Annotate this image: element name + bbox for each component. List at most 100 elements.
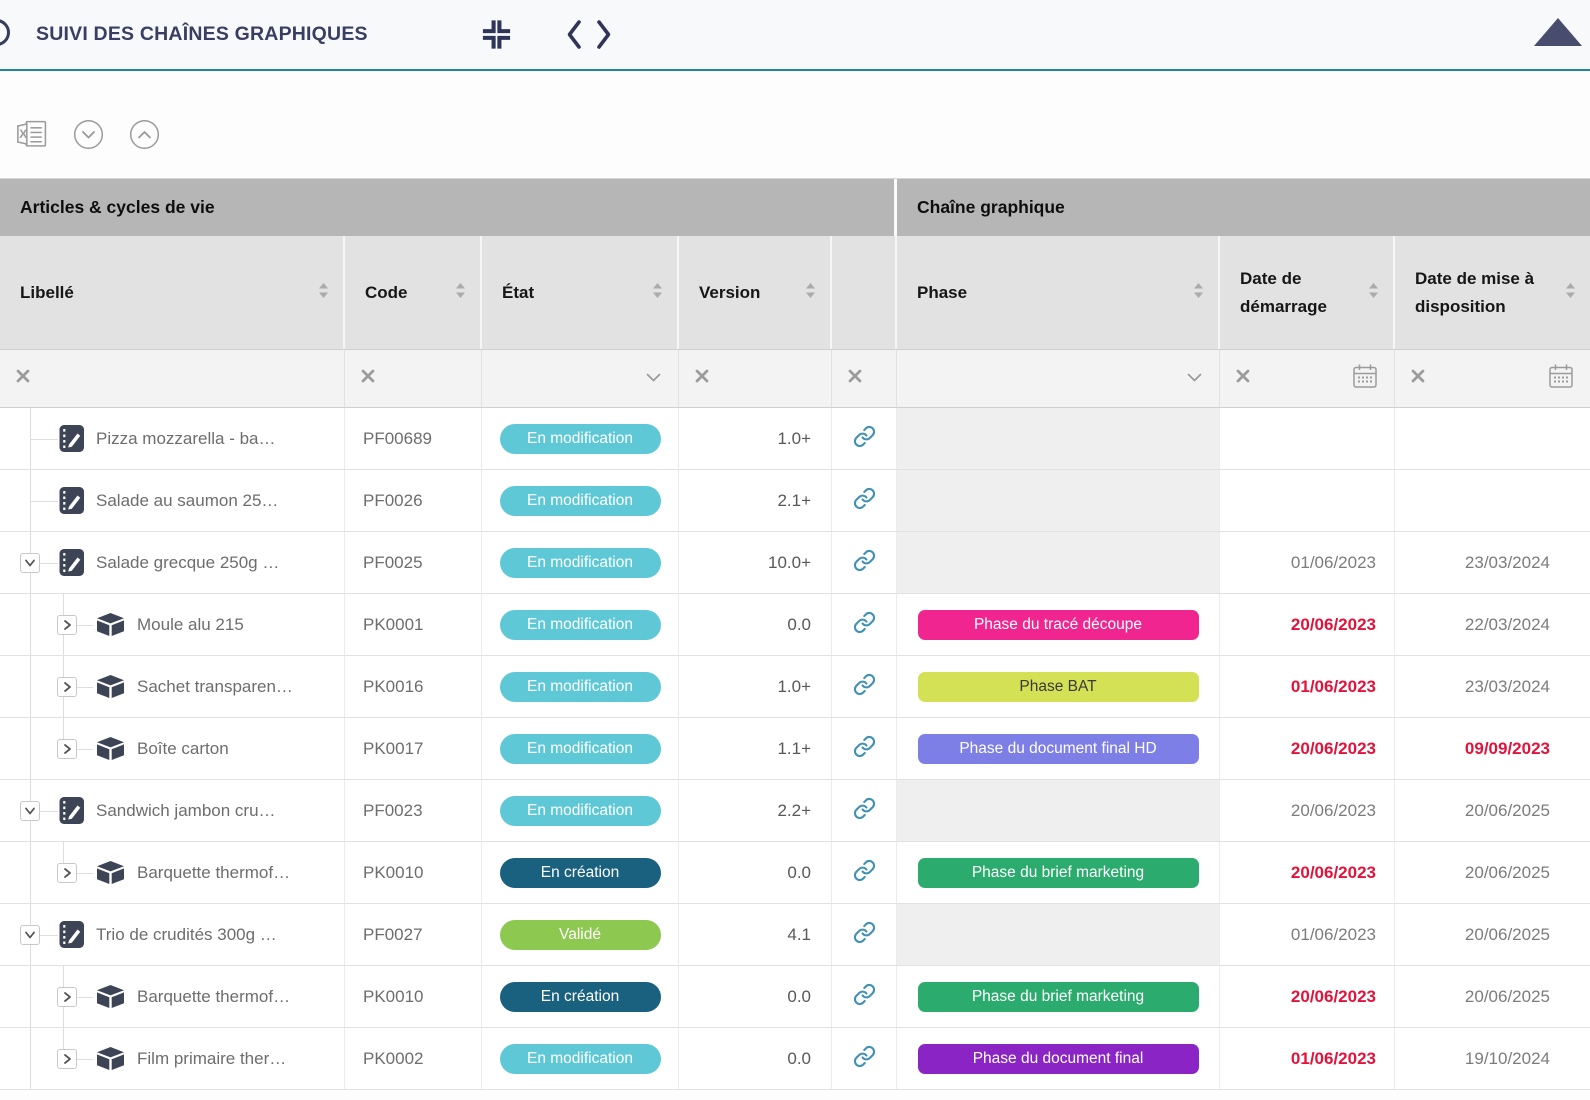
clear-filter-icon[interactable] bbox=[361, 369, 375, 388]
expander-down-icon[interactable] bbox=[20, 925, 40, 945]
row-label[interactable]: Moule alu 215 bbox=[137, 614, 244, 634]
sort-icon[interactable] bbox=[455, 282, 466, 304]
row-label[interactable]: Boîte carton bbox=[137, 738, 229, 758]
table-row[interactable]: Film primaire ther… PK0002 En modification… bbox=[0, 1028, 1590, 1090]
link-icon[interactable] bbox=[853, 487, 876, 515]
sort-icon[interactable] bbox=[805, 282, 816, 304]
expander-right-icon[interactable] bbox=[57, 739, 77, 759]
clear-filter-icon[interactable] bbox=[1411, 369, 1425, 388]
calendar-icon[interactable] bbox=[1352, 363, 1378, 394]
link-icon[interactable] bbox=[853, 859, 876, 887]
filter-cell-6[interactable] bbox=[1220, 350, 1395, 407]
table-row[interactable]: Barquette thermof… PK0010 En création 0.0 Ph… bbox=[0, 966, 1590, 1028]
expander-right-icon[interactable] bbox=[57, 615, 77, 635]
chevron-down-icon[interactable] bbox=[1186, 370, 1203, 388]
date-start-value: 01/06/2023 bbox=[1290, 1048, 1376, 1068]
sort-icon[interactable] bbox=[1368, 282, 1379, 304]
column-header-Date de démarrage[interactable]: Date de démarrage bbox=[1220, 236, 1395, 349]
link-icon[interactable] bbox=[853, 611, 876, 639]
sort-icon[interactable] bbox=[1193, 282, 1204, 304]
table-row[interactable]: Salade grecque 250g … PF0025 En modificati… bbox=[0, 532, 1590, 594]
chevron-up-circle-icon[interactable] bbox=[129, 119, 160, 151]
date-avail-value: 23/03/2024 bbox=[1464, 552, 1550, 572]
expander-right-icon[interactable] bbox=[57, 987, 77, 1007]
link-icon[interactable] bbox=[853, 425, 876, 453]
chevron-down-circle-icon[interactable] bbox=[73, 119, 104, 151]
link-icon[interactable] bbox=[853, 1045, 876, 1073]
tree-dash bbox=[40, 810, 58, 812]
table-row[interactable]: Salade au saumon 25… PF0026 En modificatio… bbox=[0, 470, 1590, 532]
table-row[interactable]: Sandwich jambon cru… PF0023 En modificatio… bbox=[0, 780, 1590, 842]
excel-export-icon[interactable]: X bbox=[16, 119, 48, 151]
column-header-Libellé[interactable]: Libellé bbox=[0, 236, 345, 349]
link-cell bbox=[832, 532, 897, 593]
expander-right-icon[interactable] bbox=[57, 1049, 77, 1069]
filter-cell-1[interactable] bbox=[345, 350, 482, 407]
row-label[interactable]: Film primaire ther… bbox=[137, 1048, 287, 1068]
code-icon[interactable] bbox=[566, 19, 612, 53]
filter-cell-4[interactable] bbox=[832, 350, 897, 407]
table-row[interactable]: Boîte carton PK0017 En modification 1.1+ Pha… bbox=[0, 718, 1590, 780]
table-row[interactable]: Sachet transparen… PK0016 En modification 1… bbox=[0, 656, 1590, 718]
row-label[interactable]: Sandwich jambon cru… bbox=[96, 800, 276, 820]
row-label[interactable]: Salade grecque 250g … bbox=[96, 552, 280, 572]
calendar-icon[interactable] bbox=[1548, 363, 1574, 394]
column-header-Phase[interactable]: Phase bbox=[897, 236, 1220, 349]
clear-filter-icon[interactable] bbox=[1236, 369, 1250, 388]
table-row[interactable]: Barquette thermof… PK0010 En création 0.0 Ph… bbox=[0, 842, 1590, 904]
row-label[interactable]: Barquette thermof… bbox=[137, 862, 291, 882]
column-header-Version[interactable]: Version bbox=[679, 236, 832, 349]
row-label[interactable]: Barquette thermof… bbox=[137, 986, 291, 1006]
link-icon[interactable] bbox=[853, 735, 876, 763]
label-cell: Salade au saumon 25… bbox=[0, 470, 345, 531]
filter-cell-0[interactable] bbox=[0, 350, 345, 407]
link-icon[interactable] bbox=[853, 797, 876, 825]
code-cell: PK0010 bbox=[345, 966, 482, 1027]
code-value: PF00689 bbox=[363, 428, 432, 448]
row-label[interactable]: Sachet transparen… bbox=[137, 676, 293, 696]
code-cell: PK0002 bbox=[345, 1028, 482, 1089]
filter-cell-2[interactable] bbox=[482, 350, 679, 407]
link-icon[interactable] bbox=[853, 921, 876, 949]
row-label[interactable]: Trio de crudités 300g … bbox=[96, 924, 277, 944]
link-icon[interactable] bbox=[853, 983, 876, 1011]
compress-icon[interactable] bbox=[480, 18, 513, 54]
expander-right-icon[interactable] bbox=[57, 677, 77, 697]
chevron-down-icon[interactable] bbox=[645, 370, 662, 388]
article-icon bbox=[58, 548, 85, 577]
sort-icon[interactable] bbox=[318, 282, 329, 304]
column-header-Code[interactable]: Code bbox=[345, 236, 482, 349]
table-row[interactable]: Moule alu 215 PK0001 En modification 0.0 Pha… bbox=[0, 594, 1590, 656]
triangle-up-icon[interactable] bbox=[1534, 18, 1582, 46]
expander-right-icon[interactable] bbox=[57, 863, 77, 883]
version-value: 0.0 bbox=[787, 1048, 811, 1068]
code-value: PK0010 bbox=[363, 986, 424, 1006]
column-header-Date de mise à disposition[interactable]: Date de mise à disposition bbox=[1395, 236, 1590, 349]
date-avail-value: 20/06/2025 bbox=[1464, 862, 1550, 882]
filter-cell-5[interactable] bbox=[897, 350, 1220, 407]
version-value: 1.1+ bbox=[777, 738, 811, 758]
column-header-État[interactable]: État bbox=[482, 236, 679, 349]
row-label[interactable]: Salade au saumon 25… bbox=[96, 490, 279, 510]
filter-cell-3[interactable] bbox=[679, 350, 832, 407]
clear-filter-icon[interactable] bbox=[848, 369, 862, 388]
link-icon[interactable] bbox=[853, 549, 876, 577]
link-icon[interactable] bbox=[853, 673, 876, 701]
filter-cell-7[interactable] bbox=[1395, 350, 1590, 407]
table-row[interactable]: Pizza mozzarella - ba… PF00689 En modifica… bbox=[0, 408, 1590, 470]
date-start-cell: 20/06/2023 bbox=[1220, 966, 1395, 1027]
table-row[interactable]: Trio de crudités 300g … PF0027 Validé 4.1 01… bbox=[0, 904, 1590, 966]
row-label[interactable]: Pizza mozzarella - ba… bbox=[96, 428, 276, 448]
sort-icon[interactable] bbox=[652, 282, 663, 304]
expander-down-icon[interactable] bbox=[20, 801, 40, 821]
phase-cell: Phase du tracé découpe bbox=[897, 594, 1220, 655]
sort-icon[interactable] bbox=[1565, 282, 1576, 304]
version-value: 0.0 bbox=[787, 614, 811, 634]
column-header-label: État bbox=[502, 282, 535, 302]
date-avail-cell bbox=[1395, 470, 1590, 531]
link-cell bbox=[832, 1028, 897, 1089]
date-start-value: 20/06/2023 bbox=[1290, 862, 1376, 882]
clear-filter-icon[interactable] bbox=[695, 369, 709, 388]
clear-filter-icon[interactable] bbox=[16, 369, 30, 388]
expander-down-icon[interactable] bbox=[20, 553, 40, 573]
